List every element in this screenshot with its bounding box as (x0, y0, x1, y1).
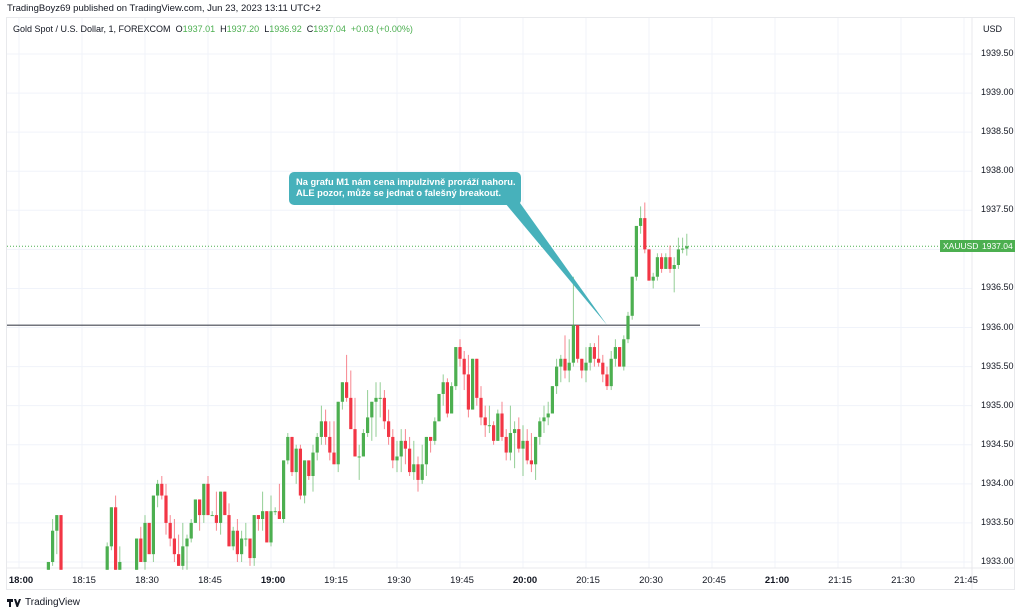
high-value: 1937.20 (226, 24, 260, 34)
last-price-badge: 1937.04 (979, 240, 1015, 252)
price-tick: 1938.00 (981, 165, 1014, 176)
price-tick: 1936.50 (981, 282, 1014, 293)
price-tick: 1935.50 (981, 360, 1014, 371)
published-info: TradingBoyz69 published on TradingView.c… (7, 3, 321, 14)
time-tick: 20:30 (639, 575, 663, 586)
time-tick: 18:15 (72, 575, 96, 586)
time-tick: 21:15 (828, 575, 852, 586)
tradingview-logo[interactable]: TradingView (7, 597, 80, 608)
tradingview-logo-icon (7, 598, 21, 607)
time-tick: 19:30 (387, 575, 411, 586)
time-tick: 19:00 (260, 575, 286, 586)
price-tick: 1933.50 (981, 516, 1014, 527)
annotation-line-2: ALE pozor, může se jednat o falešný brea… (296, 188, 502, 198)
annotation-callout[interactable]: Na grafu M1 nám cena impulzivně proráží … (289, 172, 521, 205)
price-tick: 1939.50 (981, 48, 1014, 58)
currency-label: USD (983, 24, 1003, 34)
price-tick: 1933.00 (981, 555, 1014, 566)
time-tick: 18:00 (8, 575, 34, 586)
price-tick: 1938.50 (981, 126, 1014, 137)
time-tick: 20:00 (512, 575, 538, 586)
time-tick: 19:45 (450, 575, 474, 586)
open-value: 1937.01 (182, 24, 216, 34)
close-value: 1937.04 (313, 24, 346, 34)
time-tick: 18:45 (198, 575, 222, 586)
price-tick: 1939.00 (981, 87, 1014, 98)
symbol-name[interactable]: Gold Spot / U.S. Dollar, 1, FOREXCOM (13, 24, 171, 34)
price-tick: 1934.50 (981, 438, 1014, 449)
chart-frame (6, 17, 1015, 590)
time-tick: 21:45 (954, 575, 978, 586)
time-tick: 20:45 (702, 575, 726, 586)
symbol-legend: Gold Spot / U.S. Dollar, 1, FOREXCOM O19… (13, 24, 413, 34)
time-tick: 18:30 (135, 575, 159, 586)
symbol-price-badge: XAUUSD (940, 240, 982, 252)
price-tick: 1934.00 (981, 477, 1014, 488)
time-tick: 21:30 (891, 575, 915, 586)
annotation-line-1: Na grafu M1 nám cena impulzivně proráží … (296, 177, 516, 187)
price-tick: 1936.00 (981, 321, 1014, 332)
time-tick: 20:15 (576, 575, 600, 586)
price-tick: 1935.00 (981, 399, 1014, 410)
change-value: +0.03 (+0.00%) (350, 24, 413, 34)
time-tick: 21:00 (764, 575, 790, 586)
low-value: 1936.92 (269, 24, 302, 34)
price-tick: 1937.50 (981, 204, 1014, 215)
time-tick: 19:15 (324, 575, 348, 586)
